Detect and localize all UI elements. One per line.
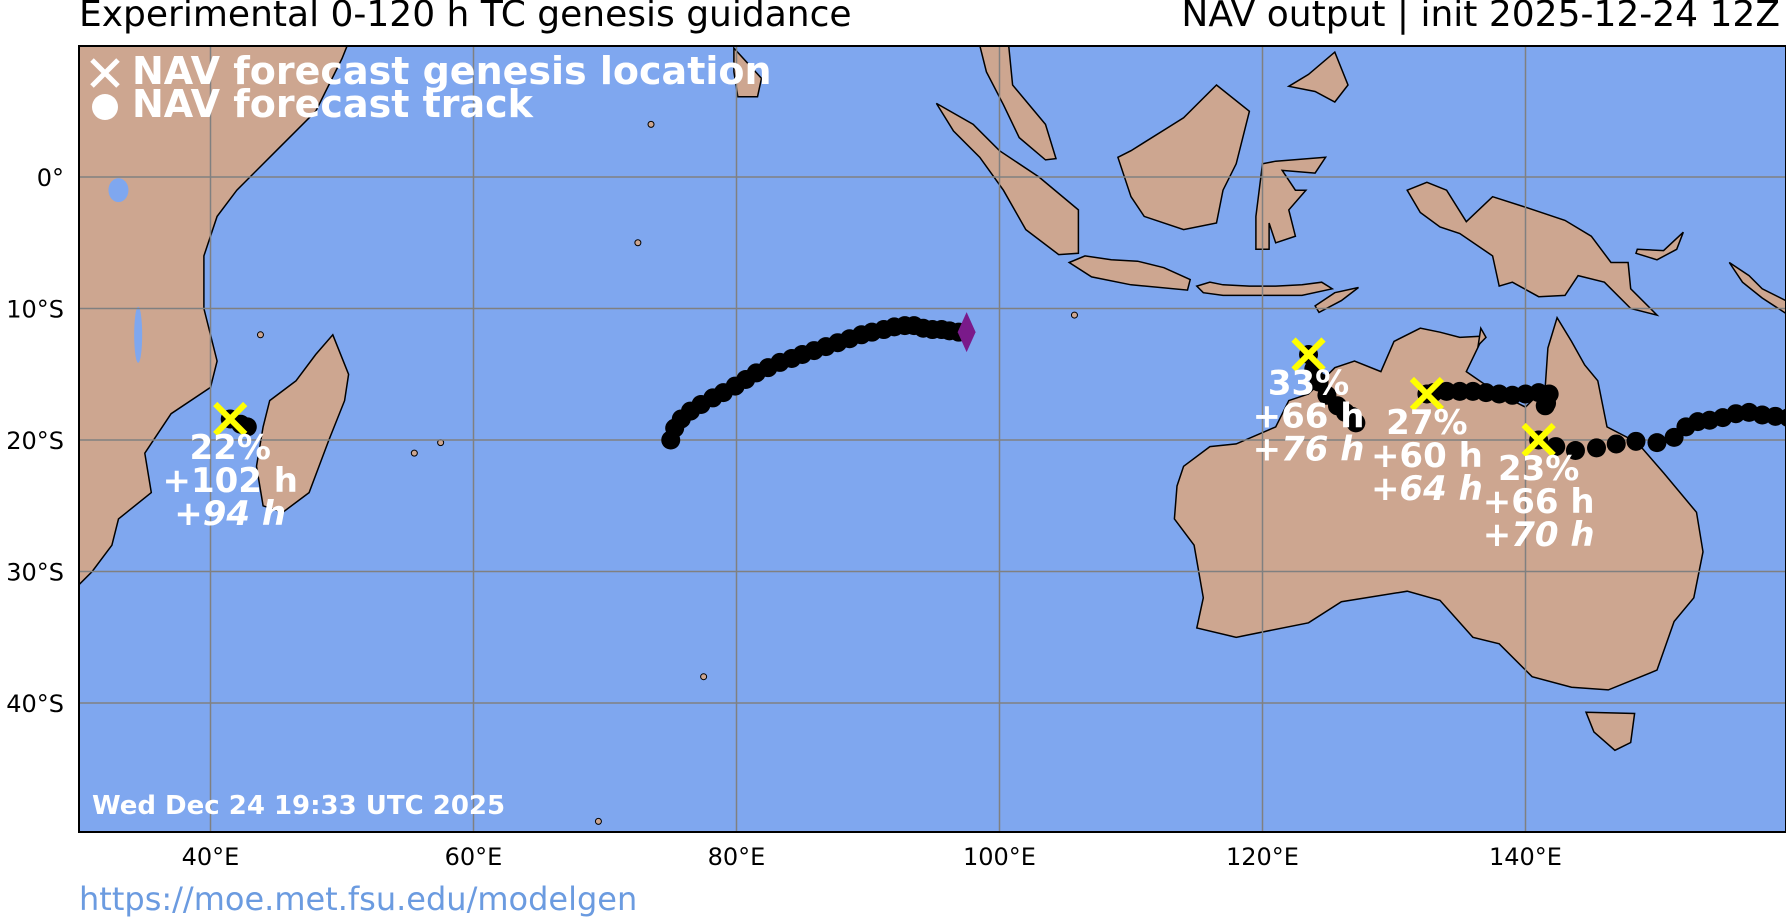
africa-landmass: [79, 46, 348, 586]
tasmania-island: [1584, 711, 1636, 752]
genesis-probability: 27%: [1386, 403, 1467, 443]
storm-marker: [957, 312, 976, 353]
track-point: [1535, 396, 1555, 416]
timor-island: [1314, 286, 1359, 314]
lesser-sunda-islands: [1195, 281, 1335, 297]
small-island: [700, 673, 708, 681]
sulawesi-island: [1255, 156, 1328, 251]
lat-tick-label: 10°S: [6, 296, 64, 324]
track-point: [1565, 441, 1585, 461]
small-island: [410, 449, 418, 457]
legend-genesis-label: NAV forecast genesis location: [132, 49, 772, 93]
lon-tick-label: 40°E: [182, 843, 240, 871]
lon-tick-label: 80°E: [708, 843, 766, 871]
chart-title: Experimental 0-120 h TC genesis guidance: [79, 0, 852, 35]
small-island: [1070, 311, 1078, 319]
source-url[interactable]: https://moe.met.fsu.edu/modelgen: [79, 880, 638, 918]
lake: [134, 306, 143, 363]
track-point: [1779, 408, 1786, 427]
land-masses: [68, 46, 1786, 825]
dot-marker-icon: [92, 94, 118, 120]
genesis-lead-time: +66 h: [1253, 397, 1365, 437]
lat-tick-label: 40°S: [6, 690, 64, 718]
genesis-lead-time: +60 h: [1371, 436, 1483, 476]
mindanao-island: [1286, 50, 1349, 103]
sumatra-island: [935, 102, 1080, 256]
timestamp: Wed Dec 24 19:33 UTC 2025: [92, 791, 505, 821]
legend-track-label: NAV forecast track: [132, 82, 534, 126]
small-island: [256, 331, 264, 339]
genesis-lead-time-alt: +64 h: [1371, 469, 1483, 509]
genesis-lead-time-alt: +70 h: [1483, 515, 1595, 555]
genesis-x-marker: [1291, 337, 1326, 372]
genesis-lead-time: +102 h: [162, 461, 298, 501]
genesis-x-marker: [1521, 422, 1556, 458]
model-init-label: NAV output | init 2025-12-24 12Z: [1181, 0, 1780, 35]
new-guinea-island: [1406, 181, 1660, 317]
legend: NAV forecast genesis location NAV foreca…: [90, 49, 772, 126]
genesis-x-marker: [213, 401, 248, 437]
genesis-lead-time: +66 h: [1483, 482, 1595, 522]
graticule: [79, 46, 1786, 832]
cape-york-coastline: [1477, 325, 1487, 348]
small-island: [594, 817, 602, 825]
track-point: [1606, 434, 1626, 454]
lat-tick-label: 30°S: [6, 559, 64, 587]
lon-tick-label: 140°E: [1489, 843, 1562, 871]
lon-tick-label: 100°E: [963, 843, 1036, 871]
madagascar-island: [255, 333, 350, 514]
track-point: [1647, 433, 1667, 453]
new-britain-island: [1635, 231, 1684, 261]
genesis-lead-time-alt: +94 h: [174, 494, 286, 534]
australia-landmass: [1173, 315, 1704, 691]
genesis-lead-time-alt: +76 h: [1253, 430, 1365, 470]
lon-tick-label: 120°E: [1226, 843, 1299, 871]
genesis-probability: 23%: [1498, 449, 1579, 489]
genesis-labels: 22%+102 h+94 h33%+66 h+76 h27%+60 h+64 h…: [162, 364, 1594, 555]
lat-tick-label: 20°S: [6, 427, 64, 455]
lake: [108, 178, 129, 203]
lon-tick-label: 60°E: [445, 843, 503, 871]
genesis-markers: [213, 312, 1556, 458]
small-island: [647, 120, 655, 128]
lat-tick-label: 0°: [37, 164, 64, 192]
lake: [68, 236, 76, 276]
track-point: [1346, 413, 1366, 433]
solomon-islands: [1728, 261, 1786, 315]
map-frame: [78, 45, 1786, 833]
axis-ticks: 40°E 60°E 80°E 100°E 120°E 140°E 0° 10°S 20°S 30°…: [6, 164, 1562, 871]
track-point: [1587, 438, 1607, 458]
genesis-probability: 22%: [190, 428, 271, 468]
x-marker-icon: [90, 58, 120, 88]
track-point: [1626, 431, 1646, 451]
small-island: [634, 239, 642, 247]
sri-lanka-island: [733, 46, 763, 98]
genesis-x-marker: [1409, 376, 1444, 412]
java-island: [1067, 255, 1192, 291]
genesis-probability: 33%: [1268, 364, 1349, 404]
track-point: [1437, 381, 1457, 401]
philippines-north: [1268, 46, 1270, 47]
track-point: [1450, 381, 1470, 401]
